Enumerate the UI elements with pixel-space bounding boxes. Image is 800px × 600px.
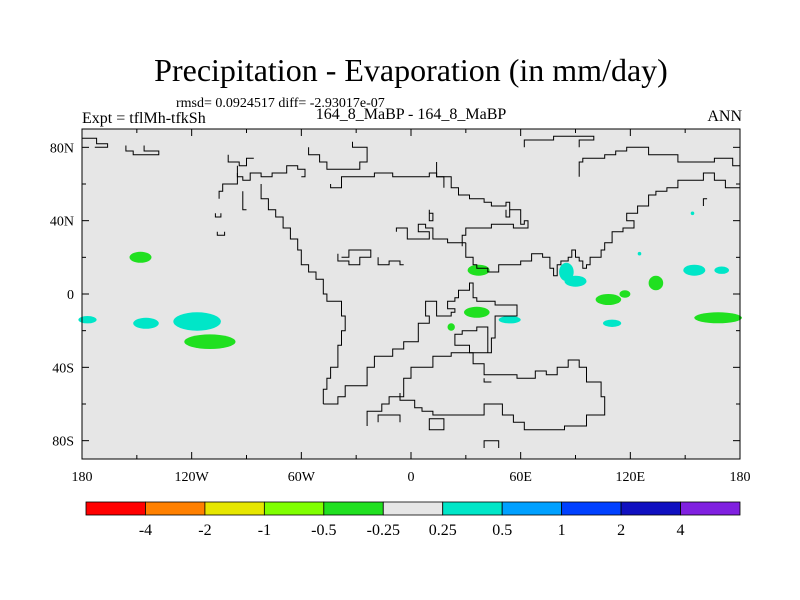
anomaly-patch <box>619 290 631 298</box>
anomaly-patch <box>467 264 490 276</box>
y-tick-label: 80N <box>50 141 74 156</box>
coastline <box>214 213 222 218</box>
anomaly-patch <box>714 266 729 274</box>
colorbar-label: 2 <box>617 522 625 539</box>
coastline <box>242 191 247 211</box>
colorbar-swatch <box>501 501 563 516</box>
anomaly-patch <box>694 312 742 324</box>
coastline <box>227 154 254 167</box>
colorbar-label: -0.5 <box>311 522 336 539</box>
colorbar-label: 0.5 <box>492 522 512 539</box>
colorbar-label: -1 <box>258 522 271 539</box>
x-tick-label: 180 <box>730 470 751 485</box>
anomaly-patch <box>447 323 455 331</box>
y-tick-label: 80S <box>52 435 74 450</box>
y-tick-label: 40S <box>52 361 74 376</box>
colorbar-swatch <box>323 501 384 516</box>
x-tick-label: 180 <box>72 470 93 485</box>
colorbar-swatch <box>442 501 503 516</box>
coastline <box>216 231 226 236</box>
colorbar-swatch <box>680 501 741 516</box>
coastline <box>483 378 492 383</box>
anomaly-patch <box>78 316 97 324</box>
map-background <box>82 129 740 459</box>
anomaly-patch <box>690 211 695 216</box>
colorbar-label: -2 <box>198 522 211 539</box>
x-tick-label: 120W <box>175 470 210 485</box>
x-tick-label: 60W <box>288 470 316 485</box>
colorbar-label: 1 <box>558 522 566 539</box>
coastline <box>428 209 434 222</box>
axes: 180 120W 60W 0 60E 120E 180 80N 40N 0 40S 80S <box>50 128 751 485</box>
colorbar-label: 0.25 <box>429 522 457 539</box>
coastline <box>337 249 372 266</box>
coastline <box>702 198 708 206</box>
experiment-label: Expt = tflMh-tfkSh <box>82 110 206 127</box>
coastline <box>260 184 346 404</box>
coastline <box>428 418 445 431</box>
chart-title: Precipitation - Evaporation (in mm/day) <box>154 52 668 88</box>
stats-label: rmsd= 0.0924517 diff= -2.93017e-07 <box>176 96 385 111</box>
x-tick-label: 60E <box>509 470 532 485</box>
coastline <box>465 172 740 277</box>
colorbar-swatch <box>620 501 681 516</box>
coastline <box>125 145 160 156</box>
plot-area <box>78 129 742 459</box>
coastline <box>483 440 500 448</box>
colorbar-swatch <box>85 501 146 516</box>
colorbar-label: -4 <box>139 522 152 539</box>
coastline <box>578 146 740 177</box>
y-tick-label: 40N <box>50 215 74 230</box>
colorbar-swatch <box>145 501 206 516</box>
coastline <box>436 162 529 247</box>
coastline <box>236 165 306 181</box>
coastline <box>395 223 466 244</box>
anomaly-patch <box>603 319 622 327</box>
anomaly-patch <box>564 275 587 287</box>
coastline <box>308 141 368 170</box>
anomaly-patch <box>173 312 221 331</box>
anomaly-patch <box>683 264 706 276</box>
colorbar-label: 4 <box>677 522 685 539</box>
chart-subtitle: 164_8_MaBP - 164_8_MaBP <box>315 106 507 123</box>
colorbar: -4 -2 -1 -0.5 -0.25 0.25 0.5 1 2 4 <box>85 501 741 539</box>
coastline <box>523 135 595 148</box>
anomaly-patch <box>184 334 236 350</box>
coastline <box>366 352 606 431</box>
colorbar-swatch <box>561 501 622 516</box>
anomaly-patch <box>133 317 159 329</box>
anomaly-patch <box>129 251 152 263</box>
coastline <box>377 414 401 423</box>
anomaly-patch <box>595 294 622 305</box>
season-label: ANN <box>707 108 742 125</box>
anomaly-patch <box>464 306 490 318</box>
x-tick-label: 120E <box>616 470 646 485</box>
colorbar-label: -0.25 <box>367 522 400 539</box>
anomaly-patch <box>498 316 521 324</box>
coastline <box>505 209 511 218</box>
colorbar-swatch <box>204 501 265 516</box>
coastline <box>377 257 404 266</box>
colorbar-swatch <box>263 501 325 516</box>
coastline <box>218 173 238 199</box>
y-tick-label: 0 <box>67 288 74 303</box>
x-tick-label: 0 <box>408 470 415 485</box>
anomaly-patch <box>637 251 642 256</box>
coastline <box>82 137 109 148</box>
colorbar-swatch <box>382 501 444 516</box>
anomaly-patch <box>648 275 664 291</box>
